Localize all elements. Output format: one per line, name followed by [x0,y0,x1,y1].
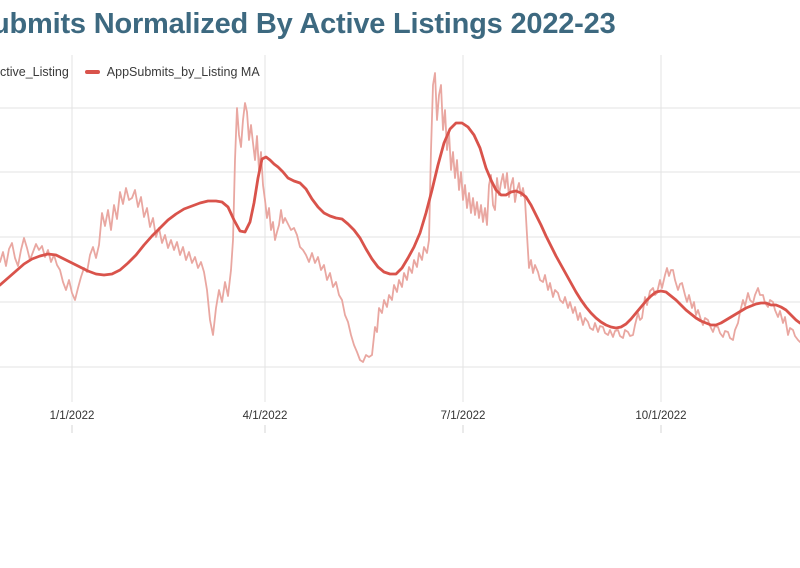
series-lines [0,72,800,363]
red-dash-swatch-icon [84,70,100,74]
series-line-0 [0,72,800,363]
page-title: ubmits Normalized By Active Listings 202… [0,8,616,40]
x-axis-label-oct: 10/1/2022 [635,410,687,422]
legend-item-active-listing[interactable]: ctive_Listing [0,65,69,79]
legend-label: AppSubmits_by_Listing MA [106,65,260,79]
legend-label: ctive_Listing [0,65,69,79]
legend-item-listing-ma[interactable]: AppSubmits_by_Listing MA [84,65,260,79]
series-line-1 [0,121,800,330]
v-gridlines [71,55,662,402]
x-axis-label-jan: 1/1/2022 [49,410,95,422]
chart-legend: ctive_Listing AppSubmits_by_Listing MA [0,63,260,81]
axis-tick-marks [71,425,662,433]
x-axis-label-apr: 4/1/2022 [242,410,288,422]
h-gridlines [0,107,800,368]
x-axis-label-jul: 7/1/2022 [440,410,486,422]
